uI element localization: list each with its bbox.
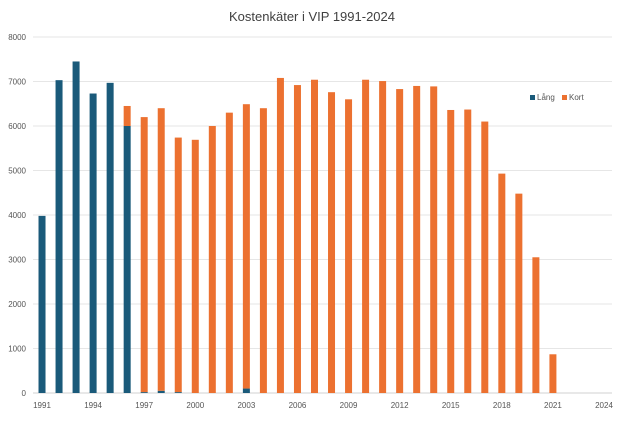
x-tick-label: 2018: [493, 401, 511, 410]
bar-2010-kort: [362, 79, 370, 393]
x-tick-label: 2012: [391, 401, 409, 410]
y-tick-label: 3000: [8, 256, 26, 265]
bar-2013-kort: [413, 85, 421, 393]
bar-1991-lang: [38, 215, 46, 393]
bar-2000-kort: [191, 139, 199, 393]
bar-2011-kort: [379, 81, 387, 394]
bar-2003-lang: [242, 388, 250, 393]
bar-2018-kort: [498, 173, 506, 393]
bar-1999-lang: [174, 392, 182, 393]
bar-1998-kort: [157, 108, 165, 391]
bar-1994-lang: [89, 93, 97, 393]
x-tick-label: 1997: [135, 401, 153, 410]
bar-2019-kort: [515, 193, 523, 393]
bar-2006-kort: [293, 85, 301, 393]
bar-2001-kort: [208, 126, 216, 393]
legend-swatch-lang: [530, 95, 535, 100]
y-tick-label: 1000: [8, 345, 26, 354]
chart-title: Kostenkäter i VIP 1991-2024: [229, 9, 395, 24]
bar-1998-lang: [157, 390, 165, 393]
x-tick-label: 2006: [289, 401, 307, 410]
x-tick-label: 2021: [544, 401, 562, 410]
bars: [38, 61, 557, 394]
bar-2002-kort: [225, 112, 233, 394]
x-tick-label: 2003: [237, 401, 255, 410]
bar-2020-kort: [532, 257, 540, 393]
x-tick-label: 2015: [442, 401, 460, 410]
x-axis-ticks: 1991 1994 1997 2000 2003 2006 2009 2012 2015 2018…: [33, 401, 613, 410]
y-tick-label: 2000: [8, 300, 26, 309]
bar-2009-kort: [345, 99, 353, 394]
legend: Lång Kort: [530, 93, 584, 102]
x-tick-label: 2024: [595, 401, 613, 410]
bar-2005-kort: [276, 77, 284, 393]
y-tick-label: 4000: [8, 211, 26, 220]
legend-label-kort: Kort: [569, 93, 584, 102]
y-tick-label: 7000: [8, 78, 26, 87]
bar-1995-lang: [106, 82, 114, 394]
x-tick-label: 2009: [340, 401, 358, 410]
bar-1997-lang: [140, 392, 148, 393]
bar-2016-kort: [464, 109, 472, 393]
bar-2014-kort: [430, 86, 438, 394]
bar-2004-kort: [259, 108, 267, 393]
bar-1992-lang: [55, 80, 63, 393]
y-tick-label: 6000: [8, 122, 26, 131]
bar-1996-lang: [123, 126, 131, 393]
legend-swatch-kort: [562, 95, 567, 100]
x-tick-label: 2000: [186, 401, 204, 410]
legend-label-lang: Lång: [537, 93, 555, 102]
bar-1999-kort: [174, 137, 182, 393]
y-tick-label: 8000: [8, 33, 26, 42]
bar-1997-kort: [140, 117, 148, 393]
bar-2021-kort: [549, 354, 557, 393]
bar-1993-lang: [72, 61, 80, 393]
bar-2008-kort: [328, 92, 336, 394]
gridlines: [33, 36, 612, 394]
y-axis-ticks: 0 1000 2000 3000 4000 5000 6000 7000 8000: [8, 33, 26, 398]
y-tick-label: 0: [22, 389, 27, 398]
x-tick-label: 1991: [33, 401, 51, 410]
x-tick-label: 1994: [84, 401, 102, 410]
bar-1996-kort: [123, 105, 131, 126]
bar-2012-kort: [396, 89, 404, 393]
bar-2015-kort: [447, 109, 455, 393]
y-tick-label: 5000: [8, 167, 26, 176]
bar-2017-kort: [481, 121, 489, 394]
bar-2003-kort: [242, 104, 250, 389]
bar-2007-kort: [310, 79, 318, 393]
